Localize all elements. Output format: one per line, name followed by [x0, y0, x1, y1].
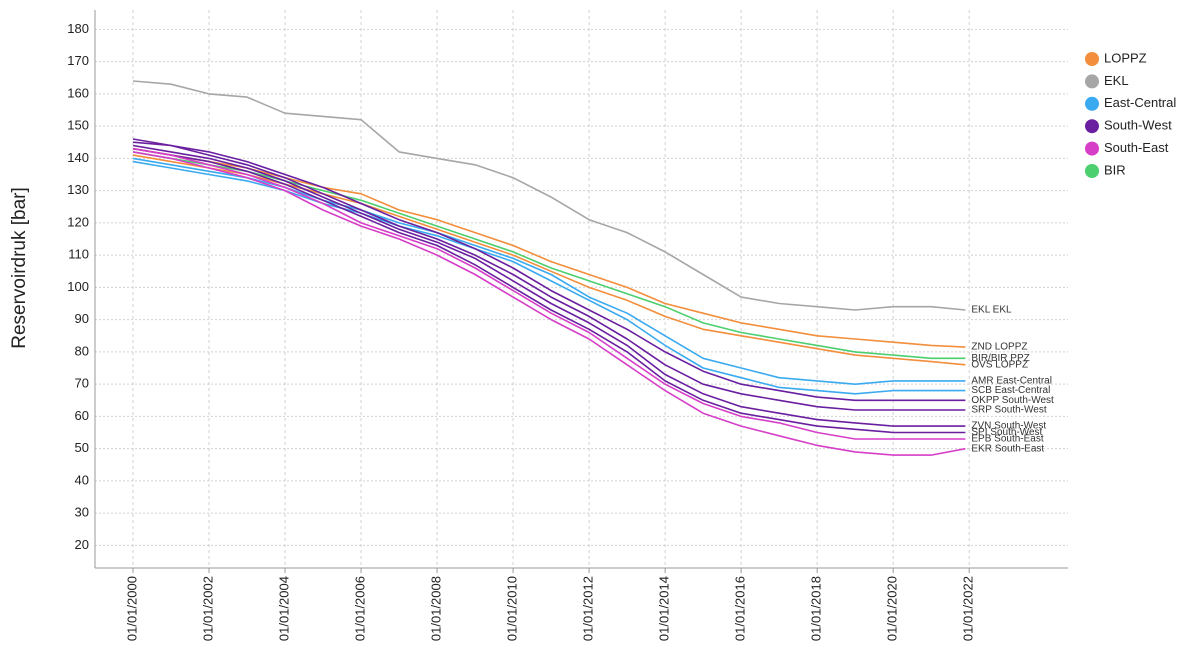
y-tick-label: 90	[75, 311, 89, 326]
legend-label: East-Central	[1104, 95, 1176, 110]
legend-marker	[1085, 164, 1099, 178]
series-line	[132, 151, 966, 456]
y-tick-label: 110	[68, 247, 89, 262]
x-tick-label: 01/01/2018	[809, 576, 824, 641]
legend-label: BIR	[1104, 162, 1126, 177]
x-tick-label: 01/01/2000	[124, 576, 139, 641]
y-tick-label: 40	[75, 472, 89, 487]
end-label: EKL EKL	[971, 305, 1012, 316]
y-tick-label: 150	[67, 118, 89, 133]
x-tick-label: 01/01/2020	[885, 576, 900, 641]
end-label: SRP South-West	[971, 405, 1046, 416]
x-tick-label: 01/01/2016	[733, 576, 748, 641]
legend-label: EKL	[1104, 73, 1129, 88]
series-line	[132, 147, 966, 434]
x-tick-label: 01/01/2014	[657, 576, 672, 641]
end-label: OVS LOPPZ	[971, 359, 1028, 370]
series-line	[132, 157, 966, 385]
series-line	[132, 147, 966, 440]
y-tick-label: 80	[75, 343, 89, 358]
x-tick-label: 01/01/2002	[200, 576, 215, 641]
y-tick-label: 30	[75, 505, 89, 520]
series-line	[132, 160, 966, 395]
series-line	[132, 144, 966, 427]
series-line	[132, 138, 966, 411]
legend-label: South-West	[1104, 118, 1172, 133]
series-line	[132, 151, 966, 360]
series-line	[132, 141, 966, 402]
end-label: ZVN South-West	[971, 421, 1046, 432]
y-tick-label: 60	[75, 408, 89, 423]
legend-marker	[1085, 141, 1099, 156]
x-tick-label: 01/01/2008	[429, 576, 444, 641]
legend-marker	[1085, 96, 1099, 111]
y-tick-label: 130	[67, 182, 89, 197]
end-label: EKR South-East	[971, 443, 1044, 454]
legend-marker	[1085, 119, 1099, 134]
y-tick-label: 160	[67, 85, 89, 100]
series-line	[132, 147, 966, 348]
series-line	[132, 154, 966, 366]
legend-label: LOPPZ	[1104, 50, 1147, 65]
end-label: BIR/BIR PPZ	[971, 353, 1029, 364]
end-label: OKPP South-West	[971, 395, 1054, 406]
x-tick-label: 01/01/2006	[352, 576, 367, 641]
y-axis-title: Reservoirdruk [bar]	[9, 187, 30, 349]
legend-marker	[1085, 74, 1099, 89]
y-tick-label: 170	[67, 53, 89, 68]
y-tick-label: 180	[67, 21, 89, 36]
legend-marker	[1085, 52, 1099, 66]
y-tick-label: 120	[67, 214, 89, 229]
y-tick-label: 70	[75, 376, 89, 391]
x-tick-label: 01/01/2012	[581, 576, 596, 641]
y-tick-label: 20	[75, 537, 89, 552]
y-tick-label: 100	[67, 279, 89, 294]
end-label: AMR East-Central	[971, 376, 1052, 387]
x-tick-label: 01/01/2004	[276, 576, 291, 641]
x-tick-label: 01/01/2010	[505, 576, 520, 641]
series-line	[132, 80, 966, 311]
end-label: SPI South-West	[971, 427, 1042, 438]
x-tick-label: 01/01/2022	[961, 576, 976, 641]
end-label: EPB South-East	[971, 434, 1043, 445]
y-tick-label: 50	[75, 440, 89, 455]
legend-label: South-East	[1104, 140, 1169, 155]
y-tick-label: 140	[67, 150, 89, 165]
end-label: ZND LOPPZ	[971, 342, 1027, 353]
end-label: SCB East-Central	[971, 385, 1050, 396]
